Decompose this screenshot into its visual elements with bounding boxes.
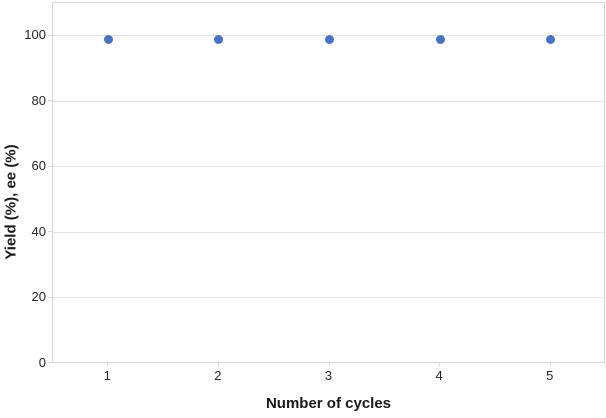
y-axis-tick [48, 362, 52, 363]
y-axis-tick [48, 296, 52, 298]
y-tick-label: 100 [24, 27, 46, 43]
plot-area [52, 2, 605, 363]
y-tick-label: 40 [31, 223, 46, 239]
y-tick-label: 80 [31, 92, 46, 108]
y-axis-tick [48, 165, 52, 167]
data-point [546, 34, 556, 44]
h-gridline [53, 166, 604, 168]
data-point [103, 34, 113, 44]
y-axis-tick [48, 34, 52, 36]
data-point [214, 34, 224, 44]
data-point [325, 34, 334, 44]
x-axis-tick [549, 362, 551, 366]
x-axis-title: Number of cycles [265, 395, 392, 412]
x-tick-label: 1 [103, 368, 111, 383]
x-axis-tick [328, 362, 330, 366]
y-axis-tick [48, 100, 52, 102]
h-gridline [53, 231, 604, 233]
y-axis-tick [48, 231, 52, 233]
y-tick-label: 0 [38, 354, 46, 370]
x-axis-tick [217, 362, 219, 366]
y-tick-label: 60 [31, 158, 46, 174]
h-gridline [53, 100, 604, 102]
y-tick-label: 20 [31, 289, 46, 305]
x-tick-label: 2 [214, 368, 222, 383]
x-tick-label: 3 [324, 368, 333, 383]
x-axis-tick [439, 362, 441, 366]
x-axis-tick [107, 362, 109, 366]
data-point [435, 34, 445, 44]
x-tick-label: 5 [546, 368, 554, 383]
x-tick-label: 4 [435, 368, 443, 383]
h-gridline [53, 297, 604, 299]
